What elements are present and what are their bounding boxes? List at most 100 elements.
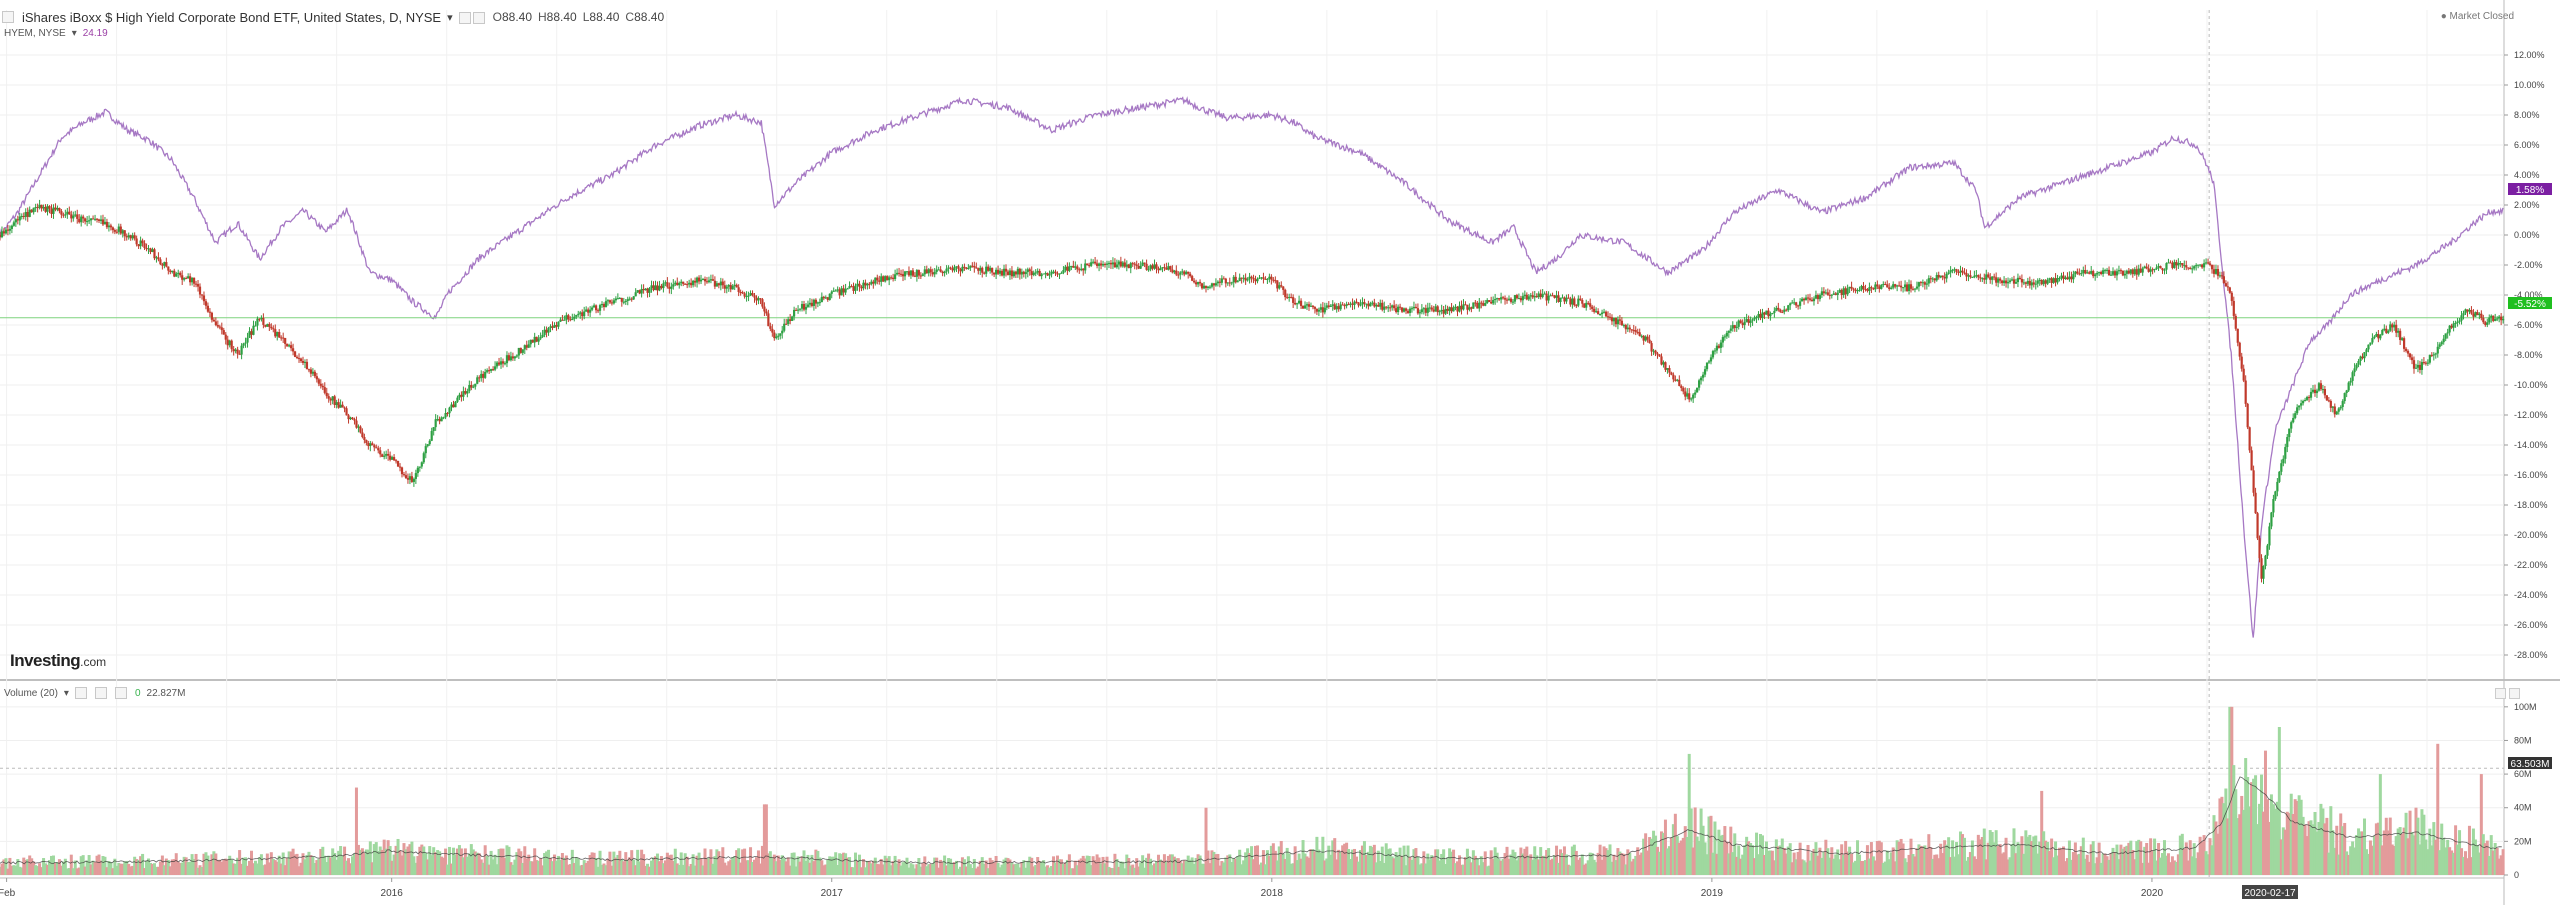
candle-body[interactable] xyxy=(353,419,356,421)
candle-body[interactable] xyxy=(1931,278,1934,280)
volume-bar[interactable] xyxy=(1044,866,1048,875)
volume-bar[interactable] xyxy=(1101,856,1105,875)
candle-body[interactable] xyxy=(2177,263,2180,266)
candle-body[interactable] xyxy=(513,356,516,359)
candle-body[interactable] xyxy=(2183,265,2186,267)
volume-bar[interactable] xyxy=(210,854,214,875)
volume-bar[interactable] xyxy=(374,842,378,875)
volume-bar[interactable] xyxy=(1658,851,1662,875)
volume-bar[interactable] xyxy=(2408,810,2412,875)
volume-bar[interactable] xyxy=(1378,861,1382,875)
volume-bar[interactable] xyxy=(1307,857,1311,875)
volume-bar[interactable] xyxy=(1955,842,1959,875)
volume-bar[interactable] xyxy=(10,865,14,875)
candle-body[interactable] xyxy=(1173,270,1176,273)
volume-bar[interactable] xyxy=(941,861,945,875)
candle-body[interactable] xyxy=(2090,271,2093,274)
volume-bar[interactable] xyxy=(707,858,711,875)
volume-bar[interactable] xyxy=(313,862,317,875)
volume-bar[interactable] xyxy=(1735,856,1739,875)
candle-body[interactable] xyxy=(1246,279,1249,281)
volume-bar[interactable] xyxy=(380,849,384,875)
volume-bar[interactable] xyxy=(1117,866,1121,875)
volume-bar[interactable] xyxy=(2143,846,2147,875)
volume-bar[interactable] xyxy=(2162,840,2166,875)
candle-body[interactable] xyxy=(2119,270,2123,272)
candle-body[interactable] xyxy=(1303,305,1307,309)
volume-bar[interactable] xyxy=(1147,853,1151,875)
candle-body[interactable] xyxy=(1525,294,1528,300)
candle-body[interactable] xyxy=(2288,428,2291,438)
volume-bar[interactable] xyxy=(267,862,271,875)
volume-bar[interactable] xyxy=(1481,862,1485,875)
candle-body[interactable] xyxy=(822,296,825,299)
candle-body[interactable] xyxy=(1436,306,1439,313)
volume-bar[interactable] xyxy=(1622,853,1626,875)
volume-bar[interactable] xyxy=(1222,862,1226,875)
candle-body[interactable] xyxy=(557,321,560,327)
volume-bar[interactable] xyxy=(996,862,1000,875)
volume-bar[interactable] xyxy=(2220,796,2224,875)
volume-bar[interactable] xyxy=(1541,856,1545,875)
candle-body[interactable] xyxy=(165,262,168,267)
candle-body[interactable] xyxy=(1488,300,1491,302)
candle-body[interactable] xyxy=(1501,297,1505,299)
volume-bar[interactable] xyxy=(2319,803,2323,875)
volume-bar[interactable] xyxy=(2434,839,2438,875)
volume-bar[interactable] xyxy=(426,859,430,875)
candle-body[interactable] xyxy=(2123,273,2126,276)
volume-bar[interactable] xyxy=(1978,839,1982,875)
candle-body[interactable] xyxy=(2339,407,2342,409)
volume-bar[interactable] xyxy=(717,851,721,875)
close-icon[interactable] xyxy=(114,687,127,699)
volume-bar[interactable] xyxy=(1422,851,1426,875)
candle-body[interactable] xyxy=(1539,293,1542,298)
candle-body[interactable] xyxy=(1636,331,1639,333)
candle-body[interactable] xyxy=(1933,278,1936,281)
candle-body[interactable] xyxy=(915,270,918,277)
candle-body[interactable] xyxy=(866,283,869,286)
volume-bar[interactable] xyxy=(1164,862,1168,875)
candle-body[interactable] xyxy=(2500,316,2503,321)
candle-body[interactable] xyxy=(478,377,481,379)
candle-body[interactable] xyxy=(539,336,542,339)
candle-body[interactable] xyxy=(785,323,788,325)
candle-body[interactable] xyxy=(2036,280,2039,284)
volume-bar[interactable] xyxy=(162,865,166,875)
candle-body[interactable] xyxy=(2454,322,2457,324)
volume-bar[interactable] xyxy=(1485,866,1489,875)
candle-body[interactable] xyxy=(282,337,285,339)
candle-body[interactable] xyxy=(1850,286,1853,289)
volume-bar[interactable] xyxy=(1172,856,1176,875)
candle-body[interactable] xyxy=(1123,262,1126,267)
candle-body[interactable] xyxy=(648,287,651,293)
candle-body[interactable] xyxy=(1139,265,1142,269)
candle-body[interactable] xyxy=(1937,274,1940,278)
candle-body[interactable] xyxy=(175,273,178,277)
candle-body[interactable] xyxy=(1496,298,1499,300)
volume-bar[interactable] xyxy=(1695,836,1699,875)
volume-bar[interactable] xyxy=(1507,858,1511,875)
candle-body[interactable] xyxy=(577,313,580,315)
volume-bar[interactable] xyxy=(998,867,1002,875)
candle-body[interactable] xyxy=(1824,292,1827,294)
volume-bar[interactable] xyxy=(1259,862,1263,875)
candle-body[interactable] xyxy=(680,281,683,283)
volume-bar[interactable] xyxy=(2202,835,2206,875)
volume-bar[interactable] xyxy=(1697,840,1701,875)
volume-bar[interactable] xyxy=(356,844,360,875)
volume-bar[interactable] xyxy=(73,860,77,875)
candle-body[interactable] xyxy=(802,304,806,310)
candle-body[interactable] xyxy=(214,321,217,325)
volume-bar[interactable] xyxy=(1935,854,1939,875)
volume-bar[interactable] xyxy=(1871,856,1875,875)
volume-bar[interactable] xyxy=(1063,862,1067,875)
volume-bar[interactable] xyxy=(1927,834,1931,875)
volume-bar[interactable] xyxy=(1133,867,1137,875)
volume-bar[interactable] xyxy=(1596,852,1600,875)
candle-body[interactable] xyxy=(181,275,184,280)
volume-bar[interactable] xyxy=(234,863,238,875)
volume-bar[interactable] xyxy=(71,868,75,875)
volume-bar[interactable] xyxy=(329,857,333,875)
candle-body[interactable] xyxy=(1313,307,1317,309)
